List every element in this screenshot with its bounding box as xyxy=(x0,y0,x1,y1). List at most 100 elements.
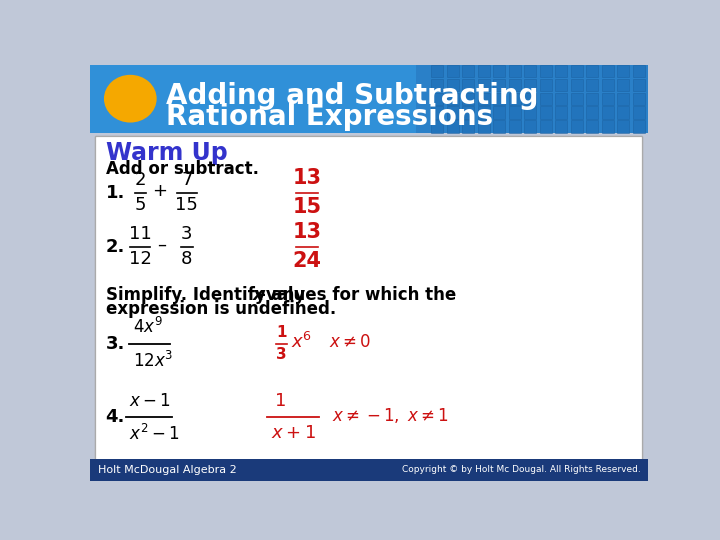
FancyBboxPatch shape xyxy=(446,79,459,91)
FancyBboxPatch shape xyxy=(570,65,583,77)
FancyBboxPatch shape xyxy=(446,65,459,77)
FancyBboxPatch shape xyxy=(431,65,444,77)
FancyBboxPatch shape xyxy=(508,65,521,77)
FancyBboxPatch shape xyxy=(90,65,648,132)
FancyBboxPatch shape xyxy=(586,79,598,91)
Text: 3.: 3. xyxy=(106,335,125,353)
FancyBboxPatch shape xyxy=(617,79,629,91)
FancyBboxPatch shape xyxy=(570,106,583,119)
FancyBboxPatch shape xyxy=(524,65,536,77)
FancyBboxPatch shape xyxy=(586,120,598,132)
FancyBboxPatch shape xyxy=(601,120,614,132)
Text: $x \neq 0$: $x \neq 0$ xyxy=(319,333,371,351)
FancyBboxPatch shape xyxy=(446,92,459,105)
Text: Rational Expressions: Rational Expressions xyxy=(166,103,493,131)
FancyBboxPatch shape xyxy=(539,79,552,91)
FancyBboxPatch shape xyxy=(462,106,474,119)
FancyBboxPatch shape xyxy=(477,65,490,77)
Text: 3: 3 xyxy=(276,347,287,362)
FancyBboxPatch shape xyxy=(524,106,536,119)
FancyBboxPatch shape xyxy=(586,92,598,105)
FancyBboxPatch shape xyxy=(431,120,444,132)
Text: 12: 12 xyxy=(129,251,152,268)
Text: $x - 1$: $x - 1$ xyxy=(129,392,171,410)
FancyBboxPatch shape xyxy=(462,65,474,77)
Text: Holt McDougal Algebra 2: Holt McDougal Algebra 2 xyxy=(98,465,236,475)
FancyBboxPatch shape xyxy=(648,92,660,105)
FancyBboxPatch shape xyxy=(632,79,645,91)
FancyBboxPatch shape xyxy=(555,106,567,119)
FancyBboxPatch shape xyxy=(539,65,552,77)
Text: 15: 15 xyxy=(292,197,322,217)
FancyBboxPatch shape xyxy=(648,106,660,119)
FancyBboxPatch shape xyxy=(90,65,415,132)
Text: 1.: 1. xyxy=(106,184,125,201)
Text: 2: 2 xyxy=(135,171,146,189)
FancyBboxPatch shape xyxy=(493,106,505,119)
Text: Add or subtract.: Add or subtract. xyxy=(106,160,258,178)
FancyBboxPatch shape xyxy=(508,92,521,105)
FancyBboxPatch shape xyxy=(90,459,648,481)
FancyBboxPatch shape xyxy=(431,92,444,105)
FancyBboxPatch shape xyxy=(524,92,536,105)
Text: 8: 8 xyxy=(181,251,192,268)
FancyBboxPatch shape xyxy=(617,120,629,132)
FancyBboxPatch shape xyxy=(508,106,521,119)
FancyBboxPatch shape xyxy=(632,65,645,77)
Text: Simplify. Identify any: Simplify. Identify any xyxy=(106,286,310,304)
FancyBboxPatch shape xyxy=(632,106,645,119)
FancyBboxPatch shape xyxy=(462,120,474,132)
FancyBboxPatch shape xyxy=(493,92,505,105)
FancyBboxPatch shape xyxy=(555,92,567,105)
Text: 15: 15 xyxy=(176,197,198,214)
FancyBboxPatch shape xyxy=(586,65,598,77)
Text: $x \neq -1,\ x \neq 1$: $x \neq -1,\ x \neq 1$ xyxy=(323,406,449,424)
FancyBboxPatch shape xyxy=(524,79,536,91)
FancyBboxPatch shape xyxy=(446,120,459,132)
FancyBboxPatch shape xyxy=(462,92,474,105)
FancyBboxPatch shape xyxy=(508,79,521,91)
FancyBboxPatch shape xyxy=(617,65,629,77)
FancyBboxPatch shape xyxy=(601,65,614,77)
FancyBboxPatch shape xyxy=(648,120,660,132)
FancyBboxPatch shape xyxy=(477,106,490,119)
FancyBboxPatch shape xyxy=(477,120,490,132)
Text: 4.: 4. xyxy=(106,408,125,426)
FancyBboxPatch shape xyxy=(477,79,490,91)
Text: $x^6$: $x^6$ xyxy=(291,332,312,352)
FancyBboxPatch shape xyxy=(539,106,552,119)
Text: $x^2 - 1$: $x^2 - 1$ xyxy=(129,423,179,444)
FancyBboxPatch shape xyxy=(601,79,614,91)
FancyBboxPatch shape xyxy=(493,65,505,77)
FancyBboxPatch shape xyxy=(539,92,552,105)
FancyBboxPatch shape xyxy=(539,120,552,132)
FancyBboxPatch shape xyxy=(632,92,645,105)
FancyBboxPatch shape xyxy=(555,79,567,91)
FancyBboxPatch shape xyxy=(477,92,490,105)
Text: 3: 3 xyxy=(181,225,193,242)
FancyBboxPatch shape xyxy=(586,106,598,119)
FancyBboxPatch shape xyxy=(648,79,660,91)
FancyBboxPatch shape xyxy=(601,106,614,119)
FancyBboxPatch shape xyxy=(431,106,444,119)
FancyBboxPatch shape xyxy=(632,120,645,132)
Text: Warm Up: Warm Up xyxy=(106,141,228,165)
FancyBboxPatch shape xyxy=(524,120,536,132)
Text: 13: 13 xyxy=(292,222,322,242)
Text: $4x^9$: $4x^9$ xyxy=(132,316,163,336)
FancyBboxPatch shape xyxy=(431,79,444,91)
Text: Adding and Subtracting: Adding and Subtracting xyxy=(166,82,539,110)
FancyBboxPatch shape xyxy=(648,65,660,77)
Text: 13: 13 xyxy=(292,168,322,188)
FancyBboxPatch shape xyxy=(617,92,629,105)
Text: +: + xyxy=(152,182,167,200)
Text: $x + 1$: $x + 1$ xyxy=(271,423,315,442)
Text: -values for which the: -values for which the xyxy=(259,286,456,304)
Text: 7: 7 xyxy=(181,171,193,189)
FancyBboxPatch shape xyxy=(570,92,583,105)
FancyBboxPatch shape xyxy=(570,79,583,91)
FancyBboxPatch shape xyxy=(462,79,474,91)
FancyBboxPatch shape xyxy=(493,120,505,132)
Text: 11: 11 xyxy=(129,225,152,242)
FancyBboxPatch shape xyxy=(493,79,505,91)
